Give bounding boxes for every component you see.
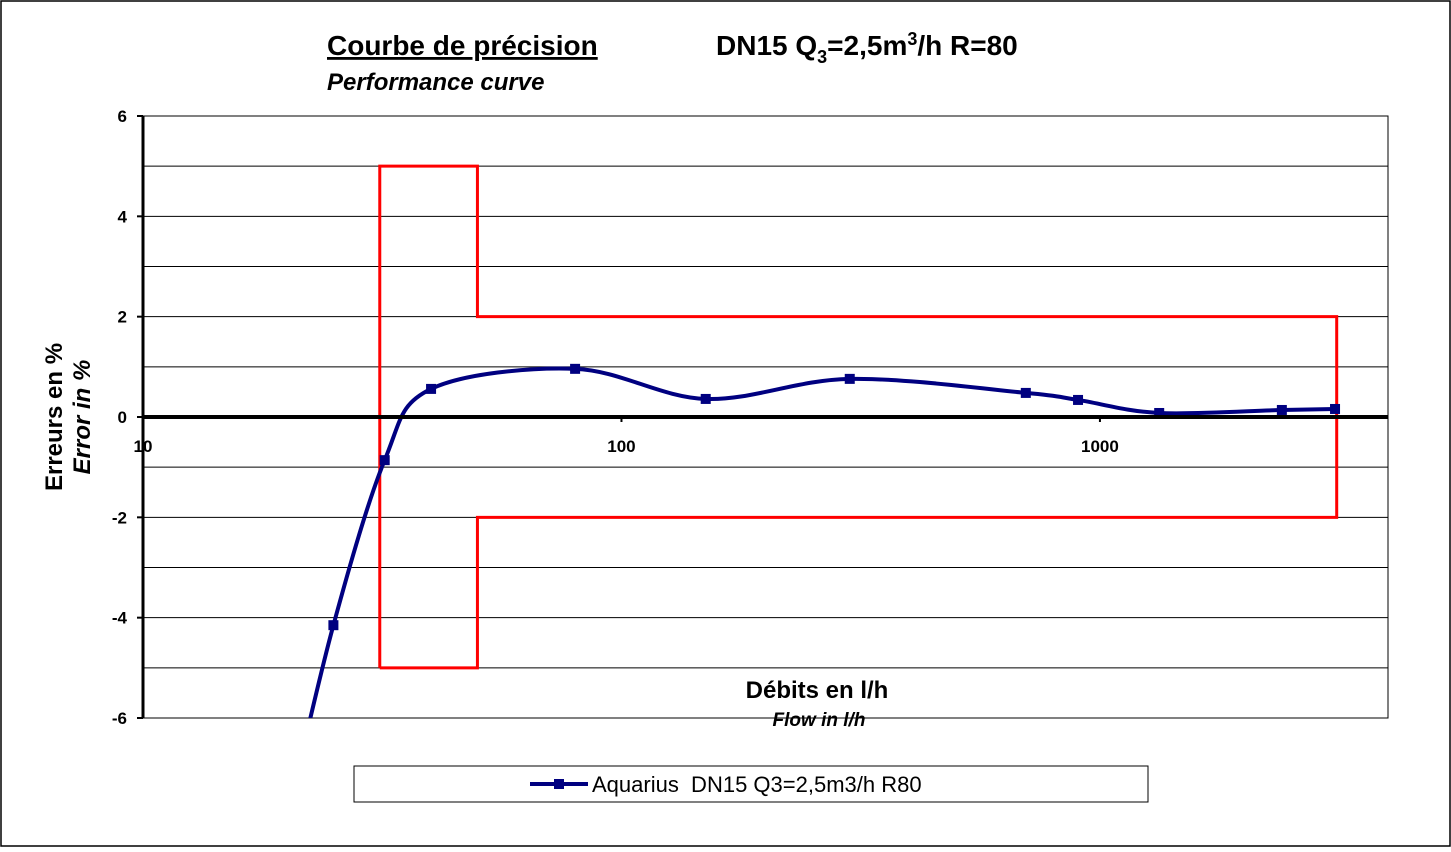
tolerance-limits bbox=[378, 164, 1339, 670]
y-axis-label-en: Error in % bbox=[69, 360, 96, 475]
point-marker bbox=[1020, 387, 1031, 398]
point-marker bbox=[1330, 403, 1341, 414]
point-marker bbox=[379, 455, 390, 466]
y-axis-label: Erreurs en % bbox=[41, 343, 68, 491]
title-details: DN15 Q3=2,5m3/h R=80 bbox=[716, 29, 1018, 67]
y-tick-label: -2 bbox=[112, 508, 127, 527]
point-marker bbox=[426, 383, 437, 394]
title-part: DN15 Q bbox=[716, 30, 817, 61]
y-tick-label: 0 bbox=[118, 408, 127, 427]
x-tick-label: 1000 bbox=[1081, 437, 1119, 456]
subtitle: Performance curve bbox=[327, 69, 544, 96]
legend-label: Aquarius DN15 Q3=2,5m3/h R80 bbox=[592, 772, 922, 797]
x-tick-label: 10 bbox=[134, 437, 153, 456]
legend-box bbox=[353, 765, 1149, 803]
point-marker bbox=[1073, 394, 1084, 405]
x-tick-label: 100 bbox=[607, 437, 635, 456]
point-marker bbox=[328, 620, 339, 631]
title-part: =2,5m bbox=[827, 30, 907, 61]
y-tick-label: 2 bbox=[118, 308, 127, 327]
point-marker bbox=[700, 393, 711, 404]
point-marker bbox=[1154, 407, 1165, 418]
x-axis-label: Débits en l/h bbox=[746, 677, 889, 704]
y-tick-label: -4 bbox=[112, 609, 128, 628]
point-marker bbox=[570, 363, 581, 374]
title-part: /h R=80 bbox=[917, 30, 1017, 61]
point-marker bbox=[1276, 404, 1287, 415]
title-part: 3 bbox=[907, 29, 917, 49]
legend-marker bbox=[554, 779, 564, 789]
y-tick-label: 6 bbox=[118, 107, 127, 126]
point-marker bbox=[844, 373, 855, 384]
y-tick-label: -6 bbox=[112, 709, 127, 728]
title-part: 3 bbox=[817, 47, 827, 67]
y-tick-label: 4 bbox=[118, 207, 128, 226]
x-axis-label-en: Flow in l/h bbox=[773, 710, 866, 731]
chart-title: Courbe de précision bbox=[327, 30, 598, 61]
